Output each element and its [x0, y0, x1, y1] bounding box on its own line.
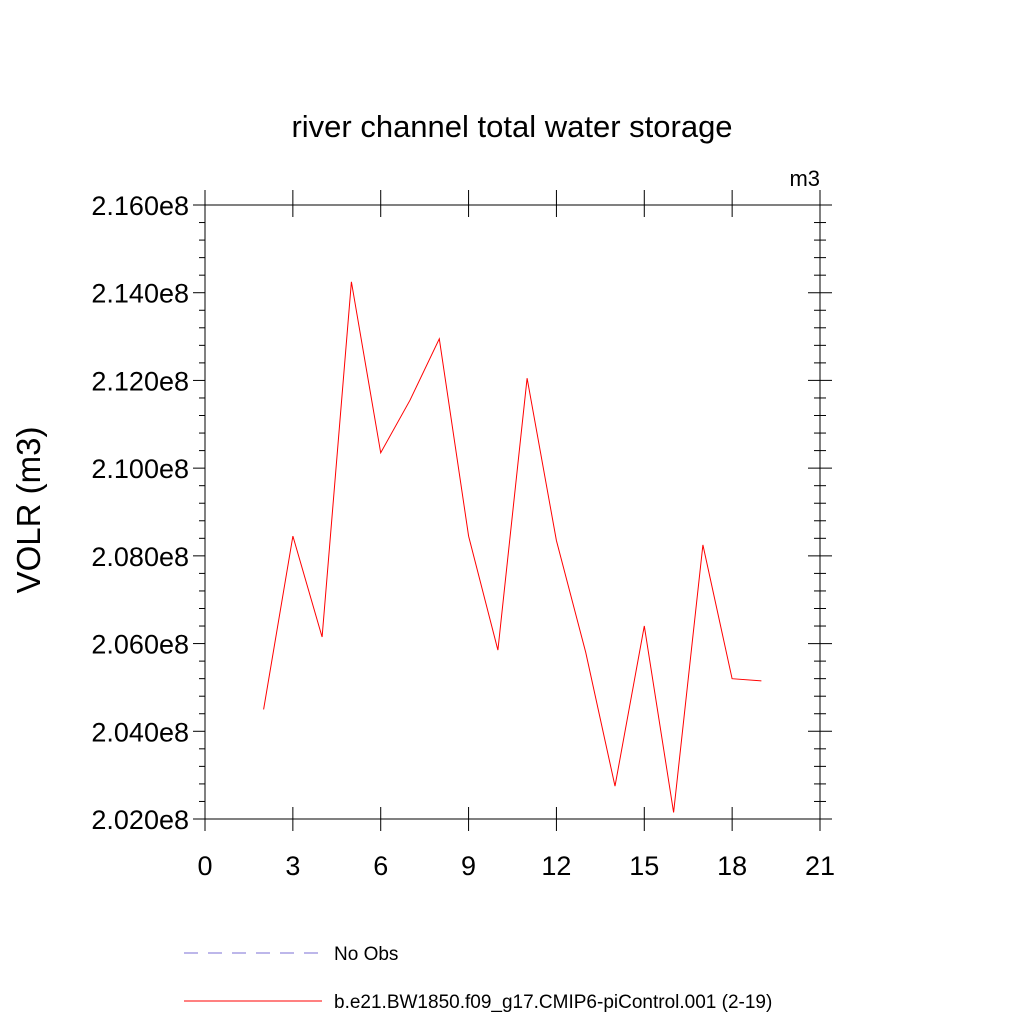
x-tick-label: 21 — [805, 851, 835, 881]
x-tick-labels: 0 3 6 9 12 15 18 21 — [197, 851, 835, 881]
series-lines — [263, 281, 762, 813]
units-label: m3 — [789, 166, 820, 191]
legend-label: b.e21.BW1850.f09_g17.CMIP6-piControl.001… — [334, 992, 772, 1013]
x-tick-label: 18 — [717, 851, 747, 881]
series-line — [263, 281, 762, 813]
y-tick-label: 2.120e8 — [91, 366, 189, 396]
plot-area-frame — [204, 204, 821, 820]
y-tick-label: 2.100e8 — [91, 454, 189, 484]
x-tick-label: 9 — [461, 851, 476, 881]
x-tick-label: 3 — [285, 851, 300, 881]
legend-label: No Obs — [334, 944, 398, 965]
y-tick-label: 2.020e8 — [91, 805, 189, 835]
y-tick-label: 2.160e8 — [91, 191, 189, 221]
chart-title: river channel total water storage — [291, 109, 732, 144]
x-tick-label: 6 — [373, 851, 388, 881]
y-axis-label: VOLR (m3) — [10, 427, 47, 594]
x-tick-label: 0 — [197, 851, 212, 881]
y-tick-label: 2.060e8 — [91, 630, 189, 660]
x-tick-label: 12 — [541, 851, 571, 881]
x-tick-label: 15 — [629, 851, 659, 881]
y-tick-labels: 2.020e8 2.040e8 2.060e8 2.080e8 2.100e8 2.120… — [91, 191, 189, 835]
y-tick-label: 2.080e8 — [91, 542, 189, 572]
legend: No Obs b.e21.BW1850.f09_g17.CMIP6-piContr… — [184, 944, 772, 1013]
y-tick-label: 2.140e8 — [91, 279, 189, 309]
y-tick-label: 2.040e8 — [91, 717, 189, 747]
